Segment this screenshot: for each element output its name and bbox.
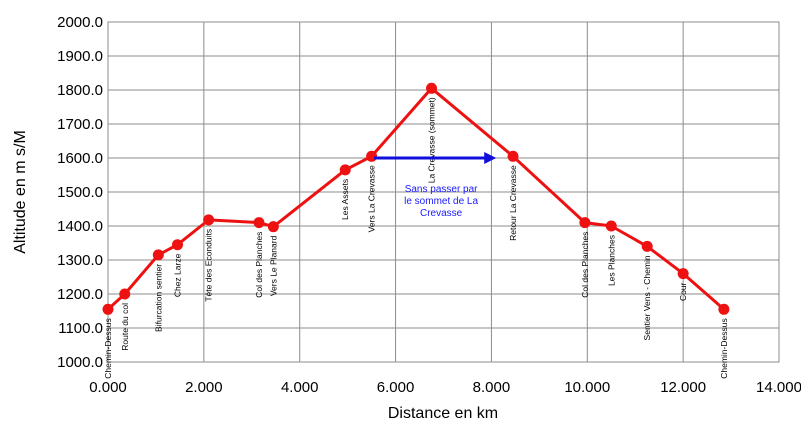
point-label: Les Planches (606, 235, 616, 286)
series-altitude (102, 82, 730, 315)
x-axis-title: Distance en km (388, 405, 498, 422)
point-label: Chemin-Dessus (719, 318, 729, 378)
arrow-head (484, 152, 497, 164)
x-tick-label: 6.000 (377, 379, 415, 396)
annotation-line: le sommet de La (404, 196, 478, 207)
bypass-arrow (374, 152, 497, 164)
data-point (267, 221, 279, 233)
data-point (677, 268, 689, 280)
y-tick-label: 1100.0 (58, 320, 103, 337)
grid-lines (107, 21, 780, 363)
y-tick-label: 1400.0 (57, 218, 103, 235)
y-tick-label: 1700.0 (57, 116, 103, 133)
x-tick-label: 10.000 (564, 379, 610, 396)
y-tick-label: 1900.0 (57, 48, 103, 65)
point-label: Chez Larze (172, 253, 182, 297)
point-label: La Crevasse (sommet) (427, 97, 437, 183)
data-point (366, 150, 378, 162)
point-label: Tête des Econduits (204, 229, 214, 302)
point-label: Col des Planches (254, 232, 264, 298)
x-tick-label: 14.000 (756, 379, 801, 396)
point-label: Col des Planches (580, 232, 590, 298)
point-label: Vers La Crevasse (367, 165, 377, 232)
data-point (102, 303, 114, 315)
y-axis-title: Altitude en m s/M (12, 130, 29, 254)
data-point (253, 217, 265, 229)
y-tick-label: 1300.0 (57, 252, 103, 269)
x-tick-labels: 0.000 2.000 4.000 6.000 8.000 10.000 12.000 14.… (89, 379, 801, 396)
bypass-annotation: Sans passer par le sommet de La Crevasse (404, 184, 478, 219)
x-tick-label: 12.000 (660, 379, 706, 396)
y-tick-label: 1800.0 (57, 82, 103, 99)
point-label: Les Assets (340, 179, 350, 220)
x-tick-label: 0.000 (89, 379, 127, 396)
point-label: Bifurcation sentier (153, 264, 163, 332)
data-point (119, 288, 131, 300)
altitude-line (106, 86, 725, 311)
y-tick-label: 1500.0 (57, 184, 103, 201)
data-point (339, 164, 351, 176)
point-labels: Chemin-Dessus Route du col Bifurcation sen… (103, 97, 729, 379)
annotation-line: Sans passer par (405, 184, 478, 195)
point-label: Cour (678, 282, 688, 301)
data-point (152, 249, 164, 261)
data-point (171, 239, 183, 251)
x-tick-label: 2.000 (185, 379, 223, 396)
data-point (579, 217, 591, 229)
y-tick-label: 1600.0 (57, 150, 103, 167)
x-tick-label: 8.000 (473, 379, 511, 396)
x-tick-label: 4.000 (281, 379, 319, 396)
y-tick-label: 1200.0 (57, 286, 103, 303)
data-point (507, 150, 519, 162)
data-point (426, 82, 438, 94)
data-point (718, 303, 730, 315)
y-tick-label: 1000.0 (57, 354, 103, 371)
point-label: Chemin-Dessus (103, 318, 113, 378)
data-point (605, 220, 617, 232)
annotation-line: Crevasse (420, 208, 463, 219)
point-label: Sentier Vens - Chemin (642, 255, 652, 340)
point-label: Vers Le Planard (268, 235, 278, 296)
point-label: Route du col (120, 303, 130, 351)
y-tick-labels: 1000.0 1100.0 1200.0 1300.0 1400.0 1500.0 1600… (57, 14, 103, 371)
y-tick-label: 2000.0 (57, 14, 103, 31)
data-point (641, 240, 653, 252)
point-label: Retour La Crevasse (508, 165, 518, 241)
data-point (203, 214, 215, 226)
